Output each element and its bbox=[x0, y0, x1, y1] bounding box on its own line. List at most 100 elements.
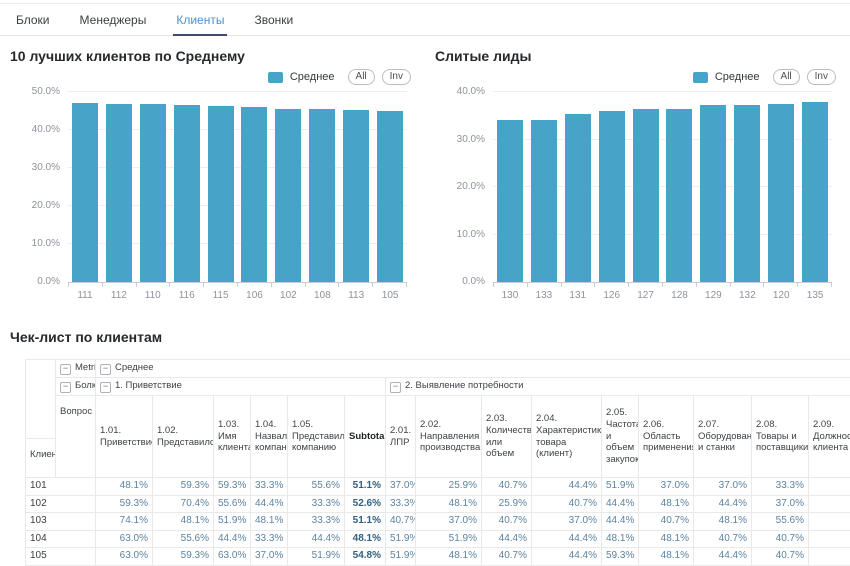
y-axis-tick-label: 0.0% bbox=[37, 277, 60, 287]
bar[interactable] bbox=[343, 110, 369, 282]
value-cell: 40.7% bbox=[482, 513, 532, 531]
value-cell: 40.7% bbox=[532, 495, 602, 513]
value-cell: 48.1% bbox=[416, 548, 482, 566]
value-cell: 48.1% bbox=[96, 478, 153, 496]
bar[interactable] bbox=[666, 109, 692, 282]
collapse-icon[interactable]: − bbox=[60, 382, 71, 393]
legend-filter-inv-button[interactable]: Inv bbox=[382, 69, 411, 85]
x-axis-tick-label: 131 bbox=[561, 290, 595, 301]
value-cell: 52.6% bbox=[345, 495, 386, 513]
tab-менеджеры[interactable]: Менеджеры bbox=[80, 4, 147, 35]
value-cell: 44.4% bbox=[602, 513, 639, 531]
legend-label: Среднее bbox=[290, 71, 335, 83]
block-control-cell: −Болк bbox=[56, 378, 96, 396]
bars-layer bbox=[493, 92, 832, 282]
x-axis-tick-label: 112 bbox=[102, 290, 136, 301]
value-cell: 37.0% bbox=[251, 548, 288, 566]
metric-control-cell: −Metric bbox=[56, 360, 96, 378]
tab-блоки[interactable]: Блоки bbox=[16, 4, 50, 35]
bar[interactable] bbox=[633, 109, 659, 282]
x-axis-tick-label: 130 bbox=[493, 290, 527, 301]
x-axis-ticks bbox=[68, 283, 407, 287]
bar-slot bbox=[136, 104, 170, 282]
value-cell: 25.9% bbox=[482, 495, 532, 513]
value-cell: 51.1% bbox=[345, 513, 386, 531]
bar[interactable] bbox=[768, 104, 794, 282]
legend-label: Среднее bbox=[715, 71, 760, 83]
bar[interactable] bbox=[208, 106, 234, 282]
client-id-cell: 102 bbox=[26, 495, 96, 513]
value-cell: 33.3% bbox=[251, 478, 288, 496]
bar-slot bbox=[373, 111, 407, 282]
value-cell: 48.1% bbox=[639, 495, 694, 513]
bar-slot bbox=[204, 106, 238, 282]
bar[interactable] bbox=[531, 120, 557, 282]
value-cell: 48.1% bbox=[153, 513, 214, 531]
value-cell: 48.1% bbox=[639, 530, 694, 548]
value-cell: 44.4% bbox=[602, 495, 639, 513]
value-cell: 48.1% bbox=[345, 530, 386, 548]
bar[interactable] bbox=[734, 105, 760, 282]
collapse-icon[interactable]: − bbox=[100, 364, 111, 375]
bar[interactable] bbox=[140, 104, 166, 282]
bar[interactable] bbox=[275, 109, 301, 282]
value-cell: 44.4% bbox=[288, 530, 345, 548]
collapse-icon[interactable]: − bbox=[60, 364, 71, 375]
question-header-cell: 1.05. Представил компанию bbox=[288, 396, 345, 478]
block-header-cell: −1. Приветствие bbox=[96, 378, 386, 396]
value-cell: 44.4% bbox=[214, 530, 251, 548]
table-row: 10148.1%59.3%59.3%33.3%55.6%51.1%37.0%25… bbox=[26, 478, 850, 496]
value-cell: 44.4% bbox=[694, 548, 752, 566]
question-header-cell: 2.05. Частота и объем закупок bbox=[602, 396, 639, 478]
x-axis-tick-label: 108 bbox=[305, 290, 339, 301]
bar-slot bbox=[730, 105, 764, 282]
bar[interactable] bbox=[241, 107, 267, 282]
client-id-cell: 105 bbox=[26, 548, 96, 566]
legend-filter-all-button[interactable]: All bbox=[773, 69, 800, 85]
plot-area: 0.0%10.0%20.0%30.0%40.0% bbox=[493, 92, 832, 283]
bar[interactable] bbox=[106, 104, 132, 282]
tab-клиенты[interactable]: Клиенты bbox=[176, 4, 224, 35]
pivot-corner-cell: Клиент bbox=[26, 360, 56, 478]
bar[interactable] bbox=[565, 114, 591, 282]
collapse-icon[interactable]: − bbox=[100, 382, 111, 393]
bar[interactable] bbox=[377, 111, 403, 282]
bar[interactable] bbox=[174, 105, 200, 282]
bar[interactable] bbox=[700, 105, 726, 282]
value-cell: 33.3% bbox=[288, 495, 345, 513]
table-row: 10374.1%48.1%51.9%48.1%33.3%51.1%40.7%37… bbox=[26, 513, 850, 531]
question-header-cell: 2.08. Товары и поставщики bbox=[752, 396, 809, 478]
bar-slot bbox=[595, 111, 629, 282]
value-cell: 70.4% bbox=[153, 495, 214, 513]
value-cell bbox=[809, 495, 850, 513]
value-cell: 51.9% bbox=[214, 513, 251, 531]
value-cell bbox=[809, 513, 850, 531]
value-cell: 59.3% bbox=[153, 548, 214, 566]
bar-slot bbox=[170, 105, 204, 282]
bar[interactable] bbox=[72, 103, 98, 282]
value-cell: 40.7% bbox=[752, 548, 809, 566]
value-cell bbox=[809, 478, 850, 496]
value-cell: 51.9% bbox=[602, 478, 639, 496]
tab-звонки[interactable]: Звонки bbox=[254, 4, 293, 35]
value-cell: 40.7% bbox=[482, 478, 532, 496]
legend-filter-inv-button[interactable]: Inv bbox=[807, 69, 836, 85]
bar-slot bbox=[663, 109, 697, 282]
bar-slot bbox=[629, 109, 663, 282]
bar[interactable] bbox=[497, 120, 523, 282]
legend-filter-all-button[interactable]: All bbox=[348, 69, 375, 85]
chart-title: Слитые лиды bbox=[435, 48, 836, 64]
bar[interactable] bbox=[599, 111, 625, 282]
y-axis-tick-label: 30.0% bbox=[457, 135, 485, 145]
collapse-icon[interactable]: − bbox=[390, 382, 401, 393]
value-cell: 37.0% bbox=[639, 478, 694, 496]
tab-bar: Блоки Менеджеры Клиенты Звонки bbox=[0, 4, 850, 36]
bar[interactable] bbox=[802, 102, 828, 282]
question-header-cell: 1.02. Представился bbox=[153, 396, 214, 478]
checklist-pivot-table: Клиент−Metric−Среднее−Болк−1. Приветстви… bbox=[25, 359, 850, 566]
bar[interactable] bbox=[309, 109, 335, 282]
x-axis-tick-label: 128 bbox=[663, 290, 697, 301]
value-cell: 63.0% bbox=[96, 548, 153, 566]
bar-slot bbox=[305, 109, 339, 282]
x-axis-tick-label: 133 bbox=[527, 290, 561, 301]
